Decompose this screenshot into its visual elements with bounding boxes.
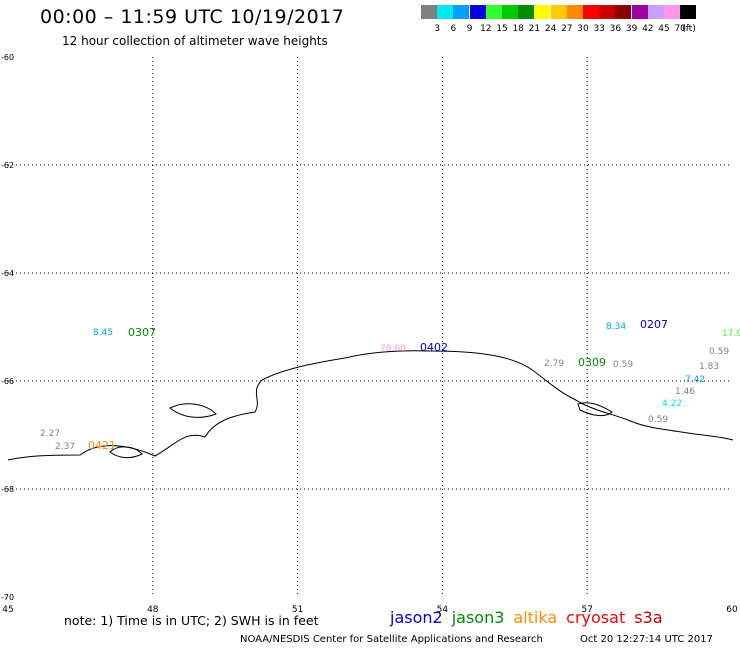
- satellite-legend-item: jason3: [451, 608, 505, 627]
- y-tick-label: -64: [1, 269, 14, 278]
- x-tick-label: 60: [726, 605, 738, 615]
- y-tick-label: -60: [1, 53, 14, 62]
- y-tick-label: -62: [1, 161, 14, 170]
- map-subtitle: 12 hour collection of altimeter wave hei…: [62, 34, 328, 48]
- scale-swatch: [421, 5, 437, 19]
- scale-swatch: [664, 5, 680, 19]
- y-tick-label: -68: [1, 485, 14, 494]
- scale-swatch: [550, 5, 567, 19]
- swh-label: 0.59: [613, 360, 633, 370]
- satellite-legend-item: altika: [513, 608, 558, 627]
- swh-label: 0309: [578, 356, 606, 369]
- x-tick-label: 45: [2, 605, 13, 615]
- y-tick-label: -70: [1, 593, 14, 602]
- credit-line: NOAA/NESDIS Center for Satellite Applica…: [240, 634, 543, 645]
- coastline-island-east: [577, 402, 613, 417]
- scale-swatch: [583, 5, 599, 19]
- units-note: note: 1) Time is in UTC; 2) SWH is in fe…: [64, 613, 319, 628]
- scale-swatch: [469, 5, 486, 19]
- scale-tick-label: 39: [625, 24, 638, 34]
- scale-unit: (ft): [682, 24, 696, 34]
- swh-label: 0402: [420, 341, 448, 354]
- scale-tick-label: 12: [480, 24, 492, 34]
- swh-label: 1.83: [699, 362, 719, 372]
- coastline-bay-west: [109, 446, 143, 459]
- swh-label: 8.45: [93, 328, 113, 338]
- x-tick-label: 51: [292, 605, 303, 615]
- scale-swatch: [502, 5, 518, 19]
- axis-tick-labels: 45 48 51 54 57 60 -60 -62 -64 -66 -68 -70: [1, 53, 738, 615]
- scale-tick-label: 24: [544, 24, 557, 34]
- scale-swatch: [485, 5, 502, 19]
- scale-tick-label: 15: [496, 24, 508, 34]
- map-title: 00:00 – 11:59 UTC 10/19/2017: [40, 6, 345, 28]
- swh-label: 2.27: [40, 429, 60, 439]
- scale-tick-label: 30: [577, 24, 589, 34]
- scale-tick-label: 21: [528, 24, 541, 34]
- scale-tick-label: 6: [450, 24, 457, 34]
- scale-tick-label: 3: [434, 24, 441, 34]
- scale-tick-label: 18: [512, 24, 524, 34]
- swh-label: 0207: [640, 318, 668, 331]
- scale-swatch: [615, 5, 632, 19]
- y-tick-label: -66: [1, 377, 14, 386]
- scale-swatch: [631, 5, 648, 19]
- scale-tick-label: 70: [674, 24, 686, 34]
- satellite-legend-item: cryosat: [566, 608, 626, 627]
- satellite-legend-item: s3a: [634, 608, 663, 627]
- x-tick-label: 57: [581, 605, 592, 615]
- swh-label: 2.37: [55, 442, 75, 452]
- swh-label: 8.34: [606, 322, 626, 332]
- swh-label: 2.79: [544, 359, 564, 369]
- swh-label: 0307: [128, 326, 156, 339]
- scale-swatch: [534, 5, 551, 19]
- generated-timestamp: Oct 20 12:27:14 UTC 2017: [580, 634, 713, 645]
- swh-label: 78.60: [380, 344, 406, 354]
- swh-label: 17.9: [722, 329, 740, 339]
- swh-label: 0.59: [648, 415, 668, 425]
- swh-label: 7.42: [685, 375, 705, 385]
- scale-tick-label: 9: [466, 24, 473, 34]
- scale-tick-label: 42: [642, 24, 654, 34]
- swh-label: 1.46: [675, 387, 695, 397]
- swh-label: 0.59: [709, 347, 729, 357]
- x-tick-label: 48: [147, 605, 159, 615]
- swh-label: 4.22: [662, 399, 682, 409]
- swh-label: 0421: [88, 439, 116, 452]
- scale-swatch: [453, 5, 470, 19]
- scale-swatch: [518, 5, 535, 19]
- scale-tick-label: 33: [593, 24, 605, 34]
- scale-swatch: [599, 5, 616, 19]
- scale-swatch: [680, 5, 697, 19]
- satellite-legend: jason2 jason3 altika cryosat s3a: [390, 608, 672, 627]
- swh-labels: 8.45 0307 78.60 0402 8.34 0207 17.9 0.59 2.79 030…: [40, 318, 740, 452]
- antarctic-coastline: [7, 350, 734, 461]
- scale-swatch: [647, 5, 664, 19]
- scale-tick-label: 36: [609, 24, 622, 34]
- scale-swatch: [566, 5, 583, 19]
- lat-lon-grid: [8, 57, 732, 597]
- scale-tick-label: 45: [658, 24, 670, 34]
- x-tick-label: 54: [437, 605, 449, 615]
- coastline-island-west: [169, 403, 217, 418]
- scale-swatch: [437, 5, 454, 19]
- satellite-legend-item: jason2: [390, 608, 443, 627]
- scale-tick-label: 27: [561, 24, 573, 34]
